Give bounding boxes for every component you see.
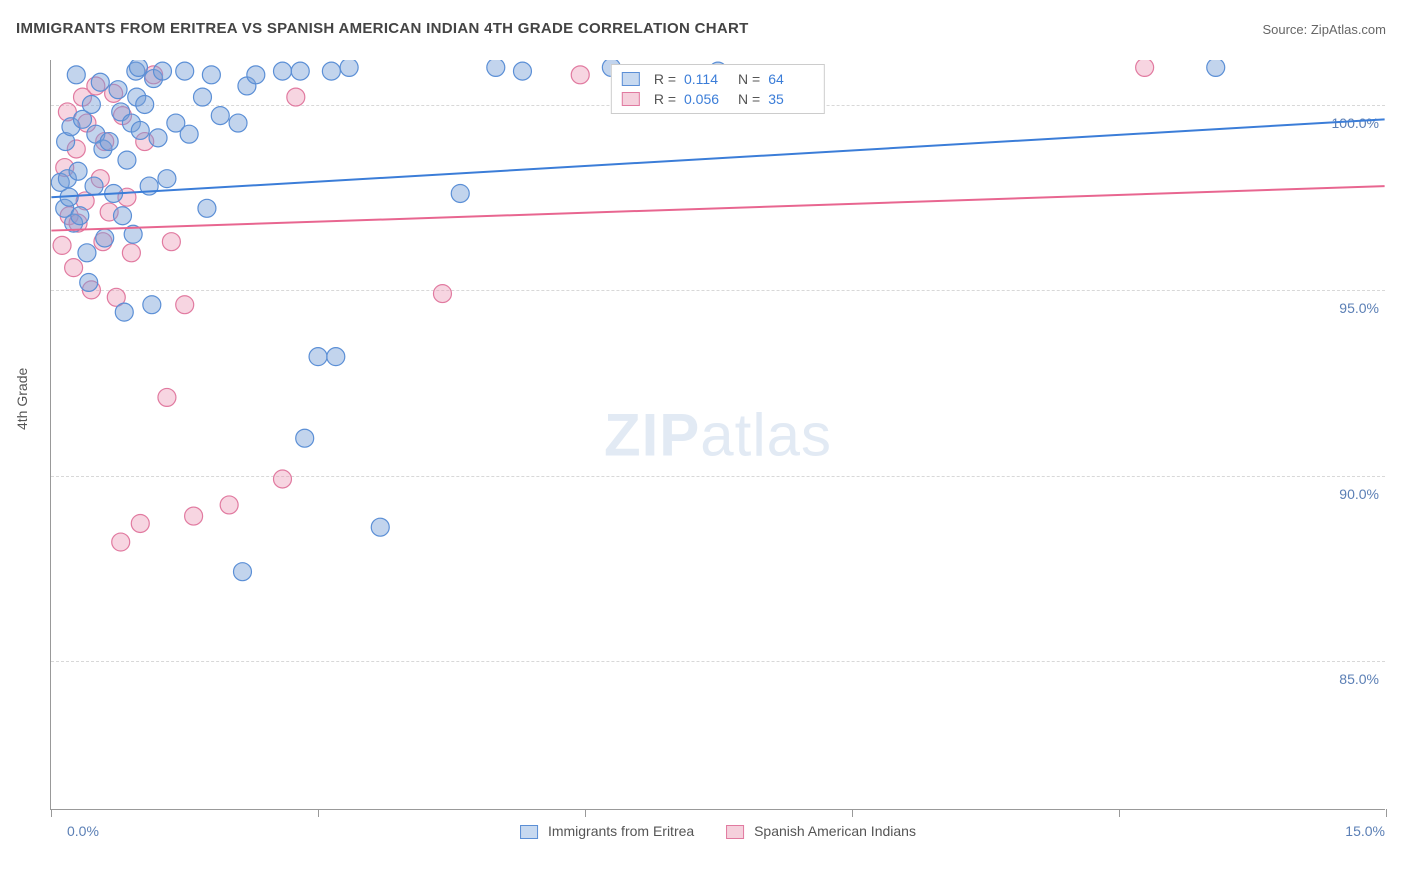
scatter-point bbox=[158, 170, 176, 188]
x-tick bbox=[852, 809, 853, 817]
stats-r-value-1: 0.056 bbox=[684, 91, 730, 107]
trend-line bbox=[51, 119, 1384, 197]
scatter-point bbox=[69, 162, 87, 180]
legend-item-0: Immigrants from Eritrea bbox=[520, 823, 694, 839]
y-axis-label: 4th Grade bbox=[14, 368, 30, 430]
x-axis-max-label: 15.0% bbox=[1345, 823, 1385, 839]
scatter-point bbox=[296, 429, 314, 447]
scatter-point bbox=[114, 207, 132, 225]
scatter-point bbox=[162, 233, 180, 251]
stats-n-label: N = bbox=[738, 91, 760, 107]
scatter-point bbox=[1207, 60, 1225, 76]
scatter-point bbox=[143, 296, 161, 314]
scatter-point bbox=[176, 62, 194, 80]
scatter-point bbox=[185, 507, 203, 525]
scatter-point bbox=[91, 73, 109, 91]
scatter-point bbox=[322, 62, 340, 80]
stats-r-label: R = bbox=[654, 91, 676, 107]
scatter-point bbox=[78, 244, 96, 262]
scatter-point bbox=[180, 125, 198, 143]
scatter-point bbox=[487, 60, 505, 76]
scatter-point bbox=[96, 229, 114, 247]
stats-r-value-0: 0.114 bbox=[684, 71, 730, 87]
scatter-point bbox=[154, 62, 172, 80]
legend-label-0: Immigrants from Eritrea bbox=[548, 823, 694, 839]
scatter-point bbox=[109, 81, 127, 99]
scatter-point bbox=[247, 66, 265, 84]
scatter-point bbox=[136, 96, 154, 114]
scatter-point bbox=[100, 133, 118, 151]
scatter-point bbox=[158, 388, 176, 406]
scatter-point bbox=[291, 62, 309, 80]
stats-legend-box: R = 0.114 N = 64 R = 0.056 N = 35 bbox=[611, 64, 825, 114]
plot-area: ZIPatlas R = 0.114 N = 64 R = 0.056 N = … bbox=[50, 60, 1385, 810]
source-attribution: Source: ZipAtlas.com bbox=[1262, 22, 1386, 37]
legend-swatch-0 bbox=[622, 72, 640, 86]
scatter-point bbox=[273, 470, 291, 488]
scatter-point bbox=[309, 348, 327, 366]
x-tick bbox=[318, 809, 319, 817]
source-link[interactable]: ZipAtlas.com bbox=[1311, 22, 1386, 37]
scatter-point bbox=[198, 199, 216, 217]
scatter-point bbox=[340, 60, 358, 76]
legend-swatch-0 bbox=[520, 825, 538, 839]
chart-title: IMMIGRANTS FROM ERITREA VS SPANISH AMERI… bbox=[16, 20, 749, 37]
trend-line bbox=[51, 186, 1384, 230]
stats-n-label: N = bbox=[738, 71, 760, 87]
stats-row-series-1: R = 0.056 N = 35 bbox=[622, 89, 814, 109]
stats-n-value-0: 64 bbox=[768, 71, 814, 87]
scatter-point bbox=[233, 563, 251, 581]
scatter-point bbox=[211, 107, 229, 125]
scatter-point bbox=[130, 60, 148, 76]
legend-item-1: Spanish American Indians bbox=[726, 823, 916, 839]
legend-label-1: Spanish American Indians bbox=[754, 823, 916, 839]
scatter-point bbox=[53, 236, 71, 254]
scatter-point bbox=[122, 244, 140, 262]
scatter-point bbox=[149, 129, 167, 147]
scatter-point bbox=[131, 121, 149, 139]
source-prefix: Source: bbox=[1262, 22, 1310, 37]
scatter-point bbox=[82, 96, 100, 114]
x-tick bbox=[1386, 809, 1387, 817]
scatter-point bbox=[65, 259, 83, 277]
scatter-point bbox=[433, 285, 451, 303]
scatter-point bbox=[67, 66, 85, 84]
scatter-plot-svg bbox=[51, 60, 1385, 809]
legend-bottom: Immigrants from Eritrea Spanish American… bbox=[520, 823, 916, 839]
scatter-point bbox=[80, 273, 98, 291]
scatter-point bbox=[1136, 60, 1154, 76]
scatter-point bbox=[194, 88, 212, 106]
legend-swatch-1 bbox=[726, 825, 744, 839]
scatter-point bbox=[131, 515, 149, 533]
scatter-point bbox=[176, 296, 194, 314]
scatter-point bbox=[112, 533, 130, 551]
x-axis-min-label: 0.0% bbox=[67, 823, 99, 839]
scatter-point bbox=[327, 348, 345, 366]
stats-row-series-0: R = 0.114 N = 64 bbox=[622, 69, 814, 89]
scatter-point bbox=[229, 114, 247, 132]
scatter-point bbox=[371, 518, 389, 536]
stats-r-label: R = bbox=[654, 71, 676, 87]
scatter-point bbox=[71, 207, 89, 225]
x-tick bbox=[585, 809, 586, 817]
stats-n-value-1: 35 bbox=[768, 91, 814, 107]
scatter-point bbox=[451, 184, 469, 202]
scatter-point bbox=[220, 496, 238, 514]
scatter-point bbox=[202, 66, 220, 84]
x-tick bbox=[1119, 809, 1120, 817]
legend-swatch-1 bbox=[622, 92, 640, 106]
scatter-point bbox=[287, 88, 305, 106]
x-tick bbox=[51, 809, 52, 817]
scatter-point bbox=[85, 177, 103, 195]
scatter-point bbox=[115, 303, 133, 321]
scatter-point bbox=[571, 66, 589, 84]
scatter-point bbox=[118, 151, 136, 169]
scatter-point bbox=[273, 62, 291, 80]
scatter-point bbox=[513, 62, 531, 80]
